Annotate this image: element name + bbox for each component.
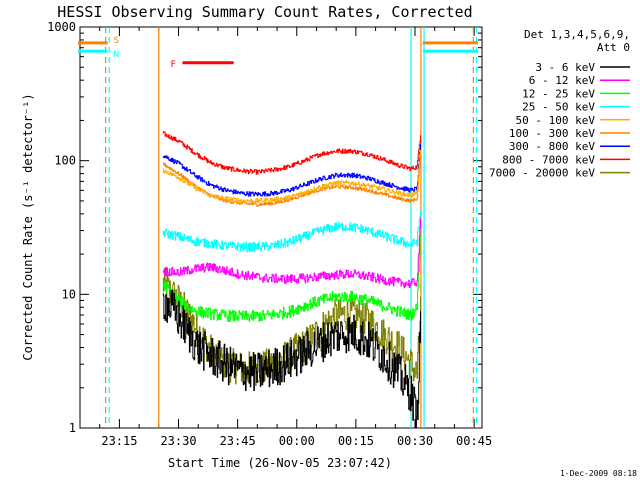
x-tick-label: 23:30 [160, 434, 196, 448]
chart-title: HESSI Observing Summary Count Rates, Cor… [57, 3, 472, 21]
series-trace [162, 218, 421, 289]
flag-label-f: F [170, 60, 175, 70]
x-tick-label: 23:15 [101, 434, 137, 448]
legend-header-attenuator: Att 0 [597, 41, 630, 54]
x-tick-label: 23:45 [220, 434, 256, 448]
y-tick-label: 1000 [47, 20, 76, 34]
series-trace [162, 131, 421, 175]
timestamp-footer: 1-Dec-2009 08:18 [560, 469, 637, 478]
x-axis-label: Start Time (26-Nov-05 23:07:42) [168, 456, 392, 470]
x-tick-label: 00:00 [279, 434, 315, 448]
x-tick-label: 00:30 [397, 434, 433, 448]
series-trace [162, 210, 421, 253]
x-tick-label: 00:45 [456, 434, 492, 448]
legend-label: 12 - 25 keV [522, 87, 595, 100]
legend-label: 7000 - 20000 keV [489, 167, 595, 180]
series-trace [162, 143, 421, 197]
series-trace [162, 150, 421, 204]
legend-label: 3 - 6 keV [535, 61, 595, 74]
y-axis-label: Corrected Count Rate (s⁻¹ detector⁻¹) [21, 93, 35, 360]
x-tick-label: 00:15 [338, 434, 374, 448]
y-tick-label: 1 [69, 421, 76, 435]
y-tick-label: 10 [62, 287, 76, 301]
plot-frame [79, 26, 483, 429]
plot-area: 1 10 100 1000 23:15 23:30 23:45 00:00 00:15 00:30… [47, 20, 492, 448]
flag-label-n: N [114, 50, 119, 60]
y-tick-label: 100 [54, 154, 76, 168]
flag-label-s: S [114, 36, 119, 46]
series-trace [162, 289, 421, 429]
legend-label: 100 - 300 keV [509, 127, 595, 140]
legend-label: 6 - 12 keV [529, 74, 596, 87]
legend-label: 50 - 100 keV [516, 114, 596, 127]
legend-label: 25 - 50 keV [522, 101, 595, 114]
legend-header: Det 1,3,4,5,6,9, [524, 28, 630, 41]
legend-label: 800 - 7000 keV [502, 153, 595, 166]
series-trace [162, 234, 421, 322]
legend-label: 300 - 800 keV [509, 140, 595, 153]
